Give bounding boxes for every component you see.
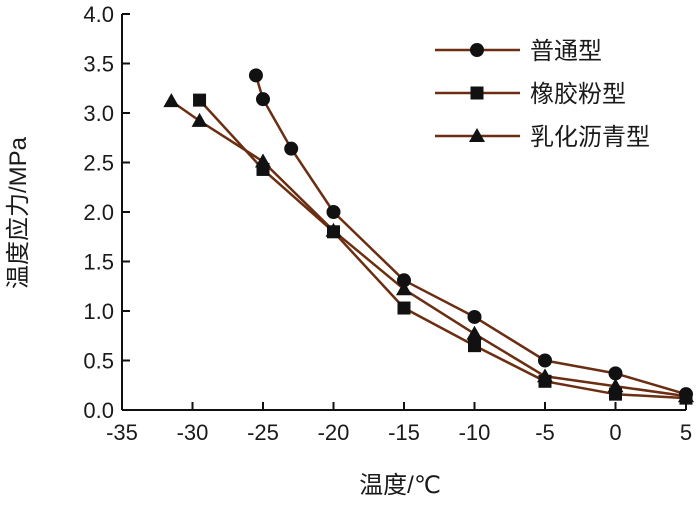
y-tick-label: 1.5 bbox=[83, 250, 114, 275]
x-tick-label: -25 bbox=[247, 420, 279, 445]
x-tick-label: -5 bbox=[535, 420, 555, 445]
x-axis-title: 温度/℃ bbox=[359, 472, 441, 499]
x-tick-label: -20 bbox=[318, 420, 350, 445]
circle-series-point bbox=[608, 366, 623, 381]
triangle-series-point bbox=[537, 368, 553, 383]
y-tick-label: 2.0 bbox=[83, 200, 114, 225]
circle-series-point bbox=[248, 68, 263, 83]
tick-layer: -35 -30 -25 -20 -15 -10 -5 0 5 0.0 0.5 1.0 1.5 2.0 2.5… bbox=[83, 2, 692, 445]
x-tick-label: -30 bbox=[177, 420, 209, 445]
circle-series-point bbox=[538, 353, 552, 368]
legend-label: 普通型 bbox=[530, 38, 602, 65]
legend-square-series-marker bbox=[470, 86, 484, 100]
triangle-series-point bbox=[163, 93, 180, 108]
triangle-series-point bbox=[396, 281, 412, 296]
y-tick-label: 3.5 bbox=[83, 52, 114, 77]
y-tick-label: 3.0 bbox=[83, 101, 114, 126]
circle-series-point bbox=[467, 309, 482, 324]
x-tick-label: 0 bbox=[609, 420, 621, 445]
circle-series-point bbox=[326, 205, 341, 219]
triangle-series-point bbox=[607, 378, 624, 393]
square-series-point bbox=[397, 301, 411, 315]
x-tick-label: -35 bbox=[106, 420, 138, 445]
y-tick-label: 2.5 bbox=[83, 151, 114, 176]
y-tick-label: 0.0 bbox=[83, 398, 114, 423]
x-tick-label: -10 bbox=[459, 420, 491, 445]
triangle-series-point bbox=[191, 112, 208, 127]
legend-circle-series-marker bbox=[470, 43, 484, 57]
triangle-series-point bbox=[678, 388, 694, 403]
x-tick-label: 5 bbox=[680, 420, 692, 445]
y-axis-title: 温度应力/MPa bbox=[5, 136, 32, 289]
legend-label: 橡胶粉型 bbox=[530, 81, 626, 108]
triangle-series-point bbox=[255, 153, 271, 168]
circle-series-point bbox=[397, 273, 411, 288]
circle-series-point bbox=[284, 141, 299, 156]
y-tick-label: 1.0 bbox=[83, 299, 114, 324]
circle-series-point bbox=[256, 92, 270, 107]
legend-triangle-series-marker bbox=[469, 128, 485, 142]
x-tick-label: -15 bbox=[388, 420, 420, 445]
y-tick-label: 0.5 bbox=[83, 349, 114, 374]
series-markers bbox=[163, 68, 694, 405]
square-series-line bbox=[198, 99, 687, 400]
legend-label: 乳化沥青型 bbox=[530, 124, 650, 151]
triangle-series-point bbox=[325, 222, 342, 237]
y-tick-label: 4.0 bbox=[83, 2, 114, 27]
square-series-point bbox=[193, 93, 207, 107]
triangle-series-point bbox=[466, 325, 483, 340]
square-series-point bbox=[468, 339, 481, 353]
